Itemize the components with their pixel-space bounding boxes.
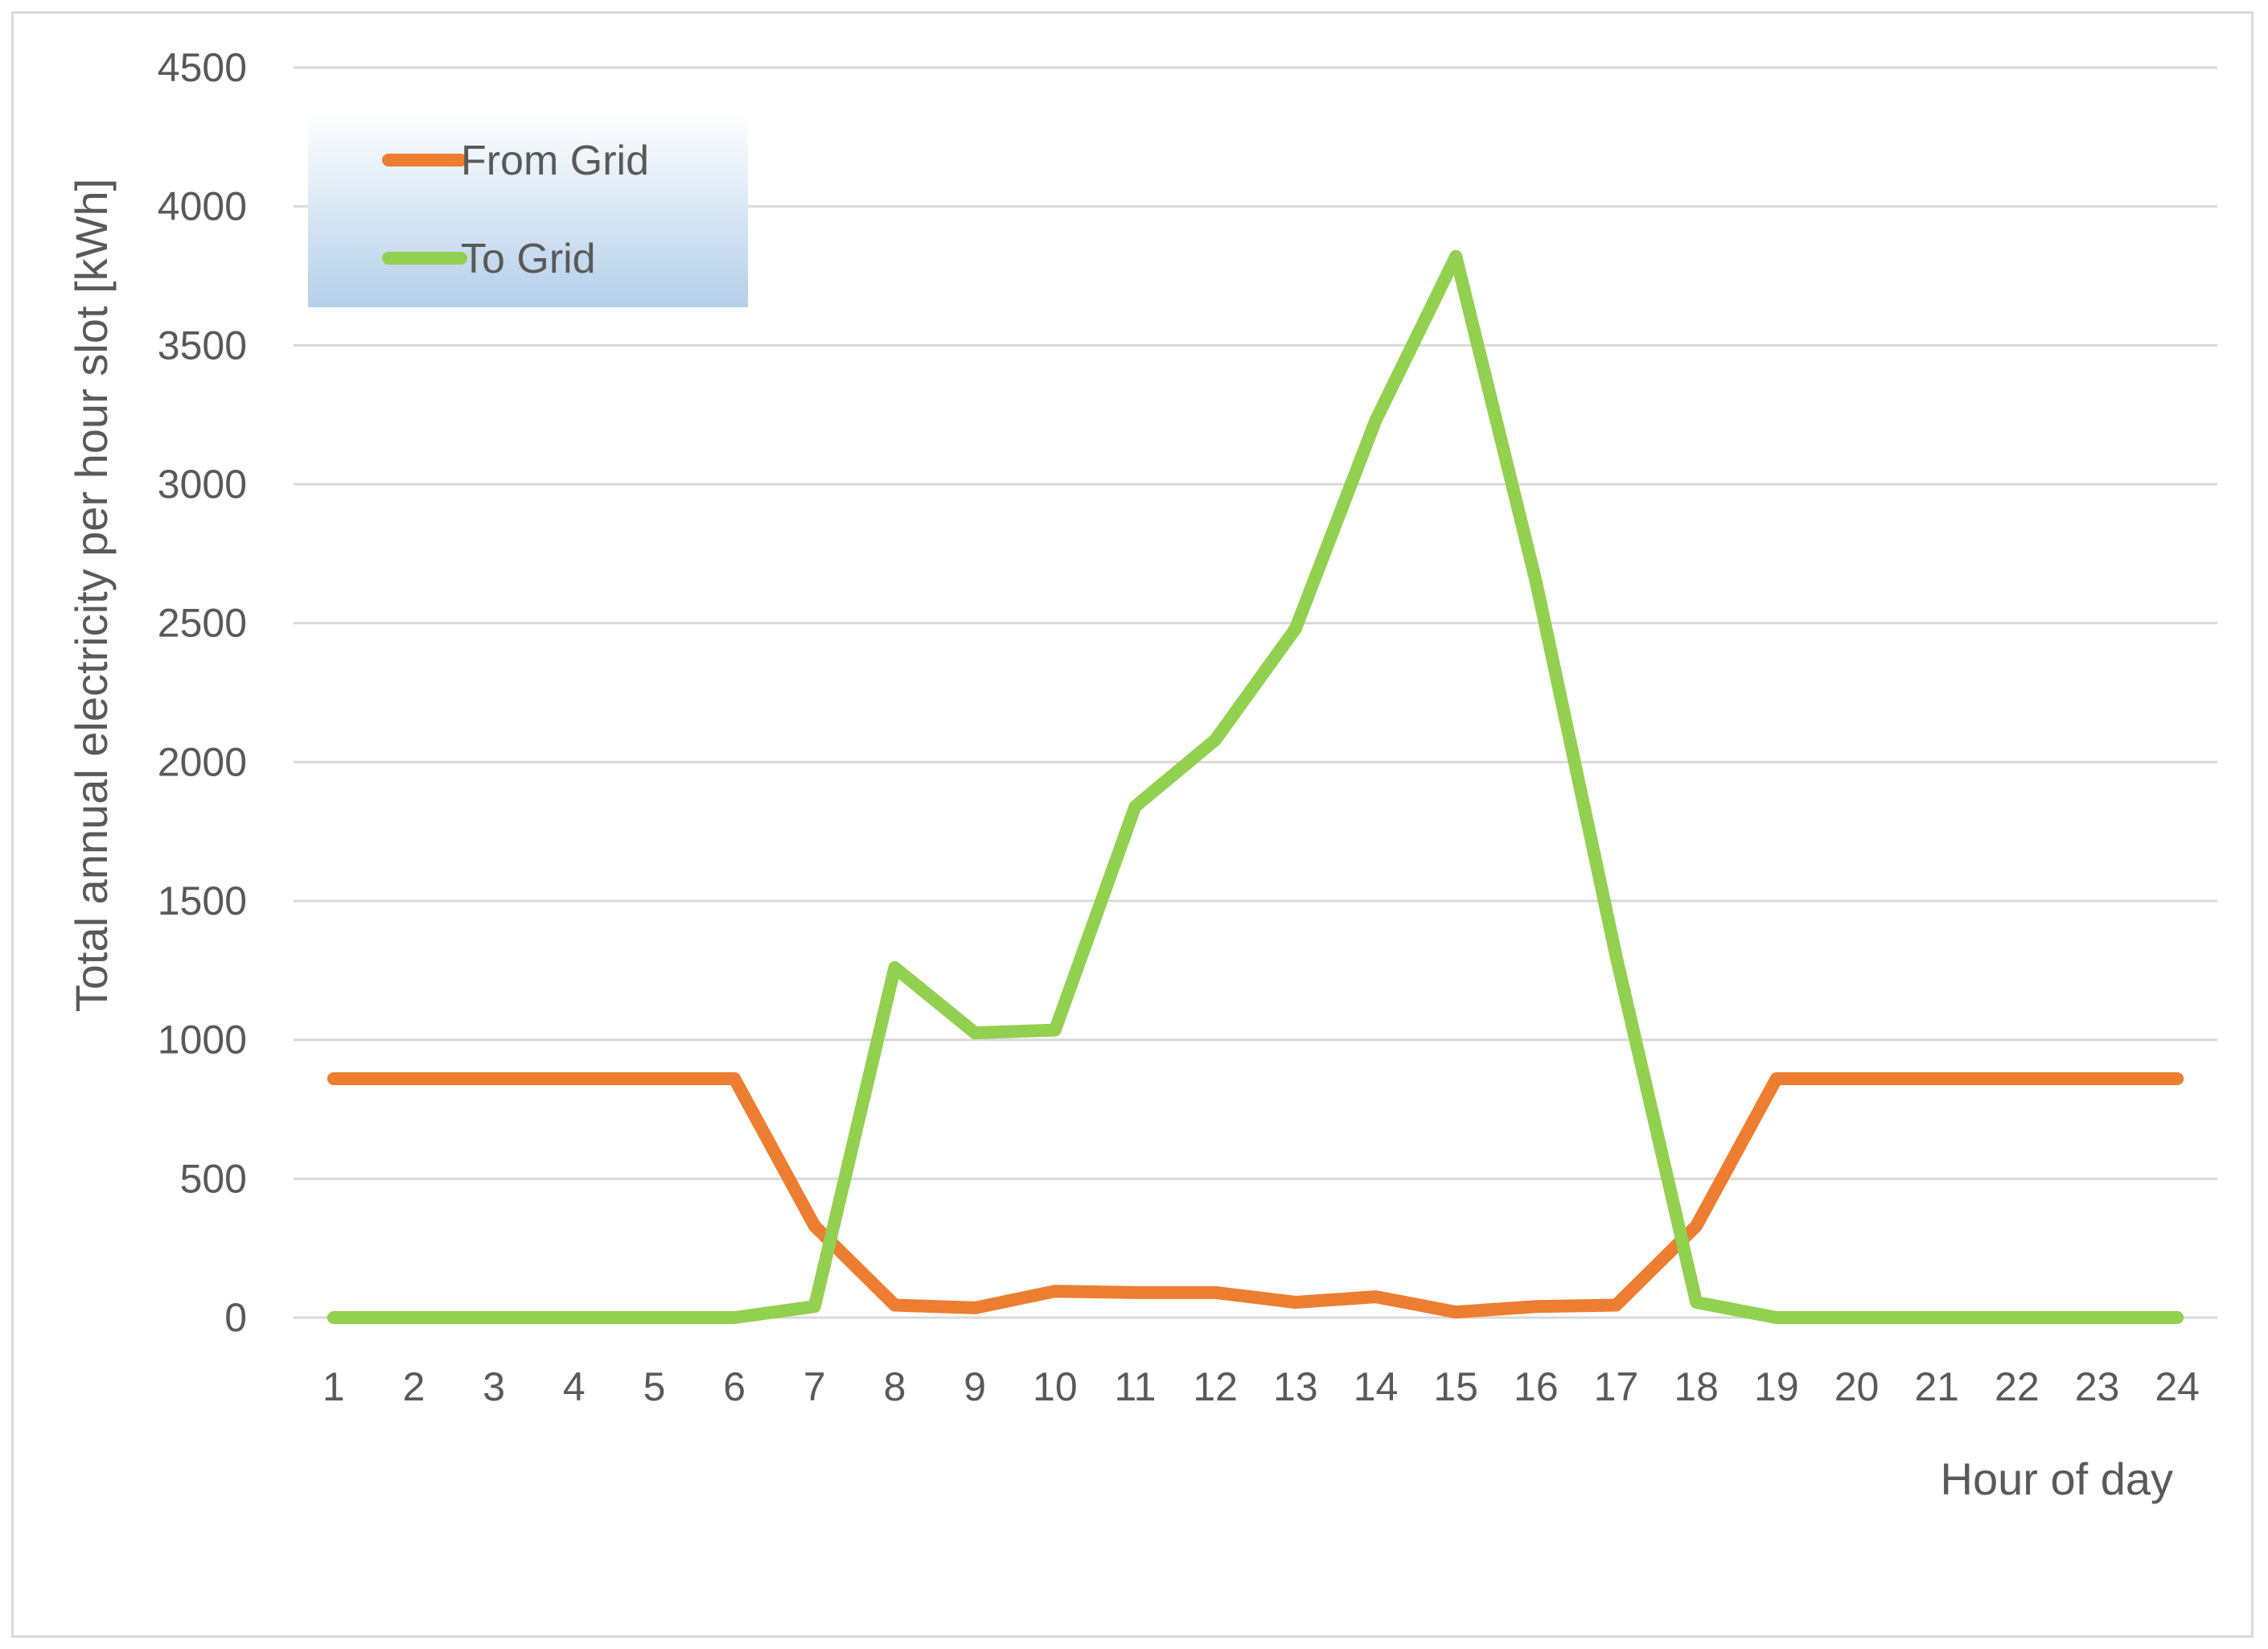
x-tick-label: 22 <box>1995 1364 2040 1409</box>
x-tick-label: 17 <box>1594 1364 1639 1409</box>
y-tick-label: 4500 <box>158 45 247 90</box>
y-tick-label: 500 <box>180 1156 247 1201</box>
y-tick-label: 3500 <box>158 323 247 368</box>
y-tick-label: 1500 <box>158 878 247 923</box>
y-tick-label: 2500 <box>158 601 247 646</box>
x-tick-label: 8 <box>884 1364 906 1409</box>
legend-label-from-grid: From Grid <box>461 138 649 184</box>
legend-label-to-grid: To Grid <box>461 236 596 282</box>
x-tick-label: 9 <box>963 1364 986 1409</box>
x-tick-label: 24 <box>2155 1364 2200 1409</box>
x-tick-label: 15 <box>1433 1364 1478 1409</box>
x-tick-label: 21 <box>1914 1364 1959 1409</box>
x-axis-title: Hour of day <box>1941 1454 2174 1504</box>
x-axis-tick-labels: 1 2 3 4 5 6 7 8 9 10 11 12 13 14 15 16 17 18 19 20 21 22 23 24 <box>323 1364 2200 1409</box>
y-tick-label: 1000 <box>158 1018 247 1063</box>
x-tick-label: 13 <box>1273 1364 1318 1409</box>
x-tick-label: 18 <box>1674 1364 1719 1409</box>
legend: From Grid To Grid <box>308 113 748 307</box>
x-tick-label: 10 <box>1033 1364 1078 1409</box>
x-tick-label: 23 <box>2075 1364 2120 1409</box>
x-tick-label: 6 <box>723 1364 746 1409</box>
legend-box <box>308 113 748 307</box>
x-tick-label: 20 <box>1835 1364 1880 1409</box>
x-tick-label: 14 <box>1354 1364 1399 1409</box>
y-tick-label: 4000 <box>158 184 247 229</box>
y-axis-tick-labels: 0 500 1000 1500 2000 2500 3000 3500 4000 4500 <box>158 45 247 1340</box>
x-tick-label: 4 <box>563 1364 585 1409</box>
x-tick-label: 16 <box>1514 1364 1559 1409</box>
y-tick-label: 0 <box>224 1295 247 1340</box>
x-tick-label: 19 <box>1754 1364 1799 1409</box>
x-tick-label: 5 <box>643 1364 666 1409</box>
x-tick-label: 3 <box>483 1364 505 1409</box>
x-tick-label: 2 <box>403 1364 425 1409</box>
series-line-to-grid <box>327 249 2184 1324</box>
x-tick-label: 12 <box>1193 1364 1238 1409</box>
y-tick-label: 2000 <box>158 739 247 784</box>
x-tick-label: 1 <box>323 1364 345 1409</box>
y-tick-label: 3000 <box>158 462 247 507</box>
series-lines <box>327 249 2184 1324</box>
x-tick-label: 11 <box>1115 1364 1157 1409</box>
x-tick-label: 7 <box>803 1364 826 1409</box>
series-line-from-grid <box>327 1072 2184 1319</box>
y-axis-title: Total annual electricity per hour slot [… <box>66 179 117 1012</box>
